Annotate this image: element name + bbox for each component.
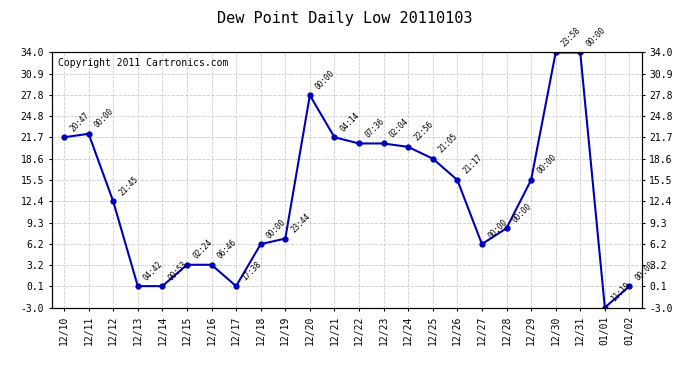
- Text: 07:36: 07:36: [363, 117, 386, 139]
- Text: 23:44: 23:44: [289, 212, 312, 234]
- Text: 02:24: 02:24: [191, 238, 214, 261]
- Text: 00:00: 00:00: [535, 153, 558, 176]
- Text: 04:14: 04:14: [339, 110, 362, 133]
- Text: 00:00: 00:00: [314, 68, 337, 91]
- Text: 11:19: 11:19: [609, 280, 632, 303]
- Text: 23:58: 23:58: [560, 26, 582, 48]
- Text: 00:00: 00:00: [633, 259, 656, 282]
- Text: 22:56: 22:56: [413, 120, 435, 143]
- Text: 06:46: 06:46: [216, 238, 239, 261]
- Text: 04:42: 04:42: [142, 259, 165, 282]
- Text: Copyright 2011 Cartronics.com: Copyright 2011 Cartronics.com: [58, 58, 228, 68]
- Text: 00:00: 00:00: [511, 201, 533, 224]
- Text: 00:00: 00:00: [92, 107, 115, 130]
- Text: 21:17: 21:17: [462, 153, 484, 176]
- Text: 17:38: 17:38: [240, 259, 263, 282]
- Text: 21:05: 21:05: [437, 132, 460, 154]
- Text: 21:45: 21:45: [117, 174, 140, 197]
- Text: 00:53: 00:53: [166, 259, 189, 282]
- Text: 20:47: 20:47: [68, 110, 91, 133]
- Text: 00:00: 00:00: [265, 217, 288, 240]
- Text: Dew Point Daily Low 20110103: Dew Point Daily Low 20110103: [217, 11, 473, 26]
- Text: 00:00: 00:00: [486, 217, 509, 240]
- Text: 00:00: 00:00: [584, 26, 607, 48]
- Text: 02:04: 02:04: [388, 117, 411, 139]
